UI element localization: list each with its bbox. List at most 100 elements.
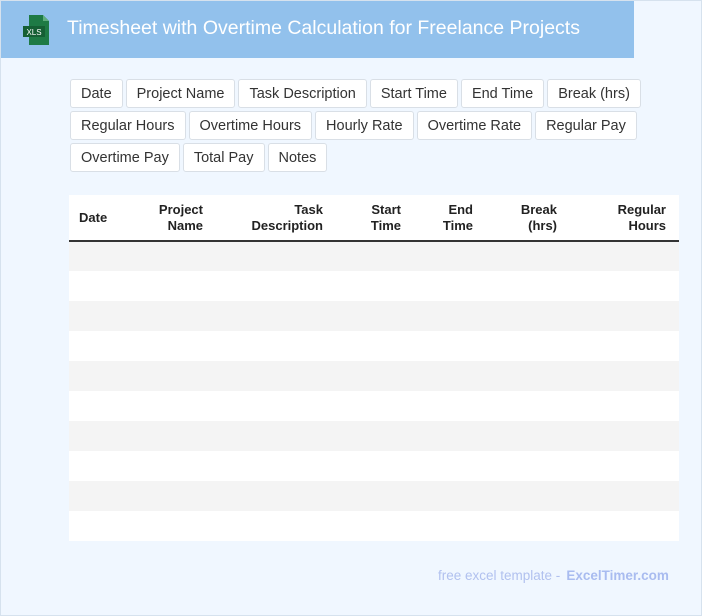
table-cell[interactable]: [141, 451, 216, 481]
table-cell[interactable]: [570, 511, 679, 541]
table-cell[interactable]: [141, 481, 216, 511]
table-cell[interactable]: [141, 301, 216, 331]
table-cell[interactable]: [69, 481, 141, 511]
column-header-line: Time: [442, 217, 473, 233]
field-chip[interactable]: Start Time: [369, 79, 458, 108]
table-cell[interactable]: [216, 421, 336, 451]
table-cell[interactable]: [414, 361, 486, 391]
column-header-line: Date: [79, 209, 108, 225]
table-cell[interactable]: [69, 511, 141, 541]
table-cell[interactable]: [570, 421, 679, 451]
table-cell[interactable]: [141, 271, 216, 301]
column-header: End Time: [414, 195, 486, 242]
field-chip[interactable]: Break (hrs): [547, 79, 641, 108]
table-cell[interactable]: [69, 331, 141, 361]
table-row: [69, 361, 679, 391]
table-cell[interactable]: [486, 451, 570, 481]
table-cell[interactable]: [414, 391, 486, 421]
table-row: [69, 301, 679, 331]
table-cell[interactable]: [414, 271, 486, 301]
table-cell[interactable]: [486, 421, 570, 451]
table-cell[interactable]: [486, 331, 570, 361]
svg-text:XLS: XLS: [26, 28, 41, 37]
table-cell[interactable]: [69, 271, 141, 301]
field-chip[interactable]: End Time: [460, 79, 545, 108]
table-cell[interactable]: [336, 391, 414, 421]
table-cell[interactable]: [69, 361, 141, 391]
table-cell[interactable]: [216, 391, 336, 421]
field-chips: Date Project Name Task Description Start Ti…: [70, 79, 670, 172]
column-header: Start Time: [336, 195, 414, 242]
table-cell[interactable]: [414, 421, 486, 451]
table-cell[interactable]: [216, 271, 336, 301]
field-chip[interactable]: Hourly Rate: [315, 111, 414, 140]
table-cell[interactable]: [570, 331, 679, 361]
table-cell[interactable]: [336, 361, 414, 391]
table-cell[interactable]: [216, 481, 336, 511]
field-chip[interactable]: Regular Pay: [535, 111, 637, 140]
table-cell[interactable]: [141, 421, 216, 451]
table-cell[interactable]: [336, 241, 414, 271]
column-header: Task Description: [216, 195, 336, 242]
table-cell[interactable]: [336, 301, 414, 331]
field-chip[interactable]: Notes: [267, 143, 328, 172]
field-chip[interactable]: Total Pay: [182, 143, 265, 172]
title-banner: XLS Timesheet with Overtime Calculation …: [1, 1, 634, 58]
table-cell[interactable]: [336, 331, 414, 361]
table-cell[interactable]: [486, 361, 570, 391]
table-cell[interactable]: [141, 391, 216, 421]
table-cell[interactable]: [141, 361, 216, 391]
table-cell[interactable]: [141, 241, 216, 271]
table-cell[interactable]: [336, 481, 414, 511]
table-cell[interactable]: [69, 421, 141, 451]
field-chip[interactable]: Overtime Hours: [188, 111, 313, 140]
table-cell[interactable]: [216, 331, 336, 361]
table-cell[interactable]: [486, 481, 570, 511]
table-cell[interactable]: [69, 451, 141, 481]
table-cell[interactable]: [414, 511, 486, 541]
table-cell[interactable]: [570, 361, 679, 391]
table-cell[interactable]: [414, 331, 486, 361]
table-cell[interactable]: [414, 241, 486, 271]
table-cell[interactable]: [141, 511, 216, 541]
table-row: [69, 241, 679, 271]
column-header-line: Break: [520, 201, 557, 217]
table-cell[interactable]: [336, 421, 414, 451]
table-cell[interactable]: [141, 331, 216, 361]
table-cell[interactable]: [486, 391, 570, 421]
table-cell[interactable]: [69, 241, 141, 271]
table-cell[interactable]: [570, 271, 679, 301]
table-cell[interactable]: [570, 451, 679, 481]
column-header-line: Time: [370, 217, 401, 233]
table-cell[interactable]: [570, 301, 679, 331]
table-cell[interactable]: [570, 391, 679, 421]
table-cell[interactable]: [336, 271, 414, 301]
field-chip[interactable]: Overtime Pay: [70, 143, 180, 172]
field-chip[interactable]: Regular Hours: [70, 111, 186, 140]
table-cell[interactable]: [486, 241, 570, 271]
table-cell[interactable]: [414, 301, 486, 331]
table-cell[interactable]: [486, 271, 570, 301]
table-cell[interactable]: [216, 511, 336, 541]
field-chip[interactable]: Date: [70, 79, 123, 108]
table-cell[interactable]: [336, 511, 414, 541]
table-cell[interactable]: [69, 391, 141, 421]
table-cell[interactable]: [216, 361, 336, 391]
table-cell[interactable]: [486, 511, 570, 541]
table-cell[interactable]: [336, 451, 414, 481]
brand-link[interactable]: ExcelTimer.com: [566, 568, 669, 583]
field-chip[interactable]: Project Name: [125, 79, 236, 108]
table-cell[interactable]: [570, 481, 679, 511]
table-cell[interactable]: [216, 241, 336, 271]
table-cell[interactable]: [216, 301, 336, 331]
table-cell[interactable]: [486, 301, 570, 331]
table-row: [69, 331, 679, 361]
table-cell[interactable]: [414, 451, 486, 481]
table-cell[interactable]: [414, 481, 486, 511]
table-cell[interactable]: [69, 301, 141, 331]
field-chip[interactable]: Overtime Rate: [416, 111, 533, 140]
field-chip[interactable]: Task Description: [238, 79, 367, 108]
table-cell[interactable]: [216, 451, 336, 481]
table-cell[interactable]: [570, 241, 679, 271]
table-row: [69, 481, 679, 511]
